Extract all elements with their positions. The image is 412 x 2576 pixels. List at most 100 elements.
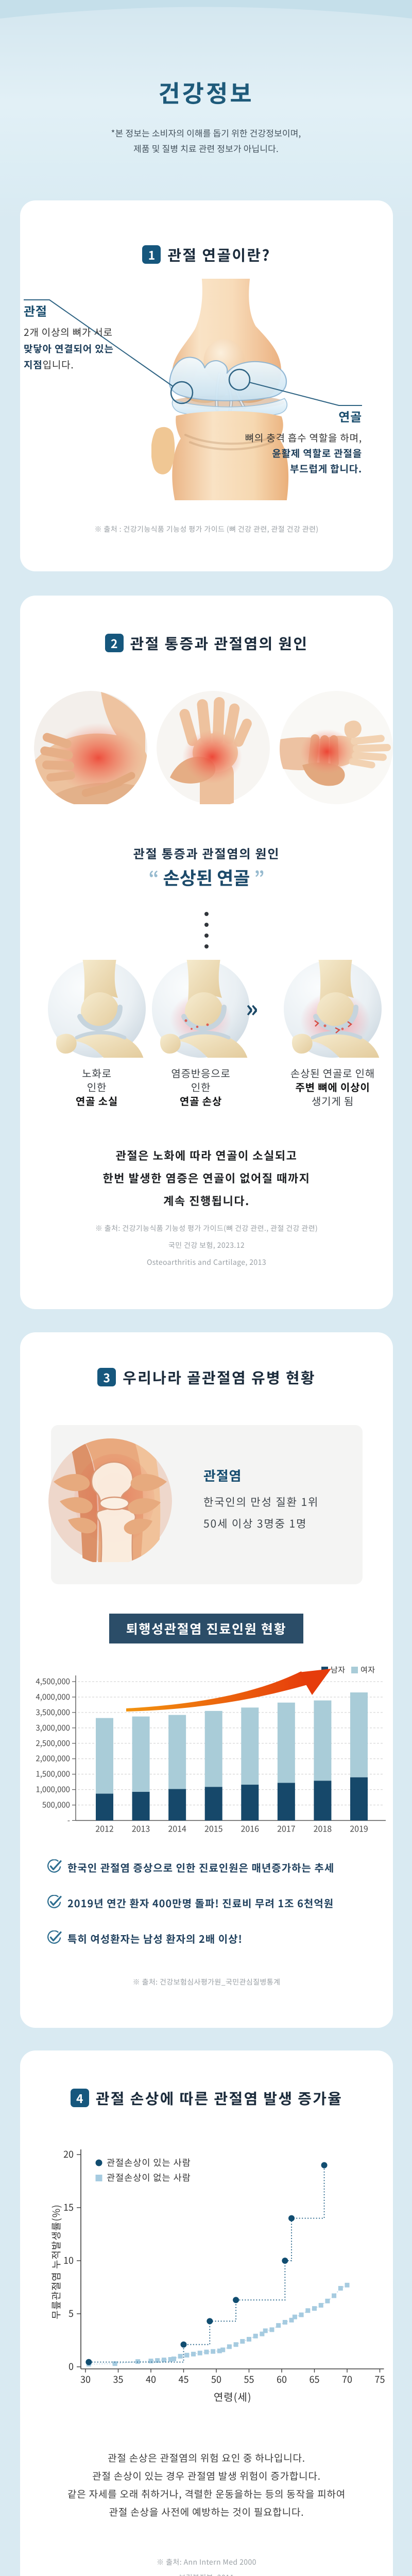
section-3-heading: 3 우리나라 골관절염 유병 현황: [20, 1366, 393, 1388]
stat-point-2: 2019년 연간 환자 400만명 돌파! 진료비 무려 1조 6천억원: [46, 1895, 334, 1910]
svg-text:5: 5: [68, 2307, 74, 2320]
stage-3-caption-line-1: 손상된 연골로 인해: [290, 1065, 375, 1080]
svg-text:60: 60: [277, 2372, 287, 2386]
svg-text:2013: 2013: [132, 1822, 150, 1835]
card-osteoarthritis-status: 3 우리나라 골관절염 유병 현황 관절염 한국인의 만성 질환 1위 50세 …: [20, 1332, 393, 2028]
cartilage-label: 연골: [338, 407, 362, 425]
source-line-1: ※ 출처: Ann Intern Med 2000: [157, 2557, 256, 2567]
joint-description: 2개 이상의 뼈가 서로 맞닿아 연결되어 있는 지점입니다.: [24, 324, 114, 373]
check-icon: [47, 1895, 62, 1908]
treatment-bar-chart: - 500,000 1,000,000 1,500,000 2,000,000 2,500…: [20, 1662, 393, 1842]
joint-desc-line-1: 2개 이상의 뼈가 서로: [24, 325, 113, 339]
injury-desc-line-4: 관절 손상을 사전에 예방하는 것이 필요합니다.: [109, 2505, 304, 2519]
open-quote-decoration: “: [148, 864, 159, 890]
stat-point-3-label: 특히 여성환자는 남성 환자의 2배 이상!: [67, 1930, 243, 1946]
dot: [204, 934, 209, 938]
stage-1-caption-line-2: 인한: [87, 1079, 107, 1094]
svg-text:70: 70: [342, 2372, 352, 2386]
source-note-2: ※ 출처: 건강기능식품 기능성 평가 가이드(뼈 건강 관련., 관절 건강 …: [20, 1220, 393, 1271]
svg-text:2016: 2016: [241, 1822, 260, 1835]
stage-3-caption-line-2: 주변 뼈에 이상이: [295, 1079, 370, 1094]
dot: [204, 912, 209, 916]
stage-aging-loss: 노화로 인한 연골 소실: [48, 960, 146, 1108]
svg-text:무릎관절염 누적발생률(%): 무릎관절염 누적발생률(%): [49, 2204, 63, 2319]
arthritis-info-box: 관절염 한국인의 만성 질환 1위 50세 이상 3명중 1명: [48, 1425, 363, 1584]
svg-text:관절손상이 없는 사람: 관절손상이 없는 사람: [107, 2171, 191, 2184]
stat-point-1-label: 한국인 관절염 증상으로 인한 진료인원은 매년증가하는 추세: [67, 1859, 335, 1875]
stage-caption-1: 노화로 인한 연골 소실: [48, 1066, 146, 1108]
stage-1-caption-line-3: 연골 소실: [75, 1093, 118, 1108]
svg-text:2,000,000: 2,000,000: [36, 1753, 70, 1764]
injury-desc-line-3: 같은 자세를 오래 취하거나, 격렬한 운동을하는 등의 동작을 피하여: [67, 2487, 346, 2501]
knee-stage-illustration-1: [48, 960, 146, 1058]
svg-text:65: 65: [310, 2372, 320, 2386]
injury-scatter-chart: 0 5 10 15 20 30 35 40 45 50 55 60 65 70 75 연령(세) 무릎관절염 누…: [20, 2138, 393, 2416]
knee-joint-illustration: [151, 279, 289, 500]
conclusion-line-3: 계속 진행됩니다.: [163, 1192, 250, 1209]
joint-desc-line-3: 지점입니다.: [24, 358, 74, 371]
dot: [204, 923, 209, 927]
arthritis-info-line2: 50세 이상 3명중 1명: [203, 1516, 307, 1531]
damaged-cartilage-highlight: “ 손상된 연골 ”: [20, 864, 393, 890]
svg-text:45: 45: [179, 2372, 189, 2386]
stat-point-1: 한국인 관절염 증상으로 인한 진료인원은 매년증가하는 추세: [46, 1859, 334, 1875]
stat-point-3: 특히 여성환자는 남성 환자의 2배 이상!: [46, 1930, 243, 1946]
section-2-heading: 2 관절 통증과 관절염의 원인: [20, 632, 393, 654]
cartilage-desc-line-1: 뼈의 충격 흡수 역할을 하며,: [245, 431, 362, 445]
source-line-3: Osteoarthritis and Cartilage, 2013: [146, 1257, 267, 1267]
vertical-dots-decoration: [20, 912, 393, 955]
page-disclaimer: *본 정보는 소비자의 이해를 돕기 위한 건강정보이며, 제품 및 질병 치료…: [0, 125, 412, 156]
svg-text:10: 10: [63, 2253, 74, 2267]
photo-knee-pain-wrap: [34, 691, 147, 807]
photo-hand-pain-wrap: [157, 691, 270, 807]
page-title: 건강정보: [158, 75, 254, 109]
section-2-number-badge: 2: [105, 634, 124, 652]
svg-text:관절손상이 있는 사람: 관절손상이 있는 사람: [107, 2156, 191, 2169]
damaged-cartilage-text: 손상된 연골: [163, 864, 250, 890]
source-line-1: ※ 출처: 건강기능식품 기능성 평가 가이드(뼈 건강 관련., 관절 건강 …: [95, 1223, 318, 1233]
close-quote-decoration: ”: [254, 864, 265, 890]
card-what-is-cartilage: 1 관절 연골이란? 관절 2개 이상의 뼈가 서로 맞닿아 연결되어 있는 지…: [20, 200, 393, 571]
cause-subtitle: 관절 통증과 관절염의 원인: [133, 844, 280, 862]
svg-text:2018: 2018: [314, 1822, 332, 1835]
card-pain-causes: 2 관절 통증과 관절염의 원인 관절 통증과 관절염의 원인 “ 손상된 연골…: [20, 596, 393, 1309]
conclusion-line-2: 한번 발생한 염증은 연골이 없어질 때까지: [102, 1170, 311, 1186]
injury-desc-line-1: 관절 손상은 관절염의 위험 요인 중 하나입니다.: [108, 2451, 305, 2465]
section-1-heading: 1 관절 연골이란?: [20, 244, 393, 265]
cartilage-desc-line-2: 윤활제 역할로 관절을: [272, 446, 362, 460]
section-2-title: 관절 통증과 관절염의 원인: [130, 632, 308, 654]
svg-text:1,500,000: 1,500,000: [36, 1769, 70, 1780]
photo-wrist-pain-wrap: [280, 691, 393, 807]
knee-stage-illustration-2: [152, 960, 250, 1058]
section-3-number-badge: 3: [97, 1368, 116, 1386]
svg-text:남자: 남자: [331, 1665, 346, 1675]
conclusion-line-1: 관절은 노화에 따라 연골이 소실되고: [115, 1147, 298, 1163]
photo-arthritis-wrap: [48, 1438, 172, 1565]
header-arc-decoration: [0, 0, 412, 19]
stage-caption-3: 손상된 연골로 인해 주변 뼈에 이상이 생기게 됨: [284, 1066, 382, 1108]
svg-text:2017: 2017: [277, 1822, 296, 1835]
svg-text:75: 75: [375, 2372, 385, 2386]
disclaimer-line-2: 제품 및 질병 치료 관련 정보가 아닙니다.: [133, 142, 279, 155]
section-4-title: 관절 손상에 따른 관절염 발생 증가율: [95, 2087, 343, 2109]
section-1-number-badge: 1: [142, 245, 161, 264]
svg-text:2,500,000: 2,500,000: [36, 1738, 70, 1749]
svg-text:3,000,000: 3,000,000: [36, 1722, 70, 1733]
chart-title-ribbon: 퇴행성관절염 진료인원 현황: [109, 1614, 303, 1643]
svg-text:500,000: 500,000: [42, 1800, 70, 1810]
joint-label: 관절: [24, 301, 47, 319]
stage-caption-2: 염증반응으로 인한 연골 손상: [152, 1066, 250, 1108]
stage-3-caption-line-3: 생기게 됨: [311, 1093, 354, 1108]
chevron-arrow-icon: »: [246, 990, 259, 1024]
section-4-heading: 4 관절 손상에 따른 관절염 발생 증가율: [20, 2087, 393, 2109]
svg-text:2019: 2019: [350, 1822, 368, 1835]
svg-text:2012: 2012: [95, 1822, 114, 1835]
svg-text:50: 50: [211, 2372, 221, 2386]
injury-desc-line-2: 관절 손상이 있는 경우 관절염 발생 위험이 증가합니다.: [92, 2469, 321, 2483]
stage-2-caption-line-3: 연골 손상: [179, 1093, 222, 1108]
cartilage-conclusion: 관절은 노화에 따라 연골이 소실되고 한번 발생한 염증은 연골이 없어질 때…: [20, 1144, 393, 1212]
cartilage-description: 뼈의 충격 흡수 역할을 하며, 윤활제 역할로 관절을 부드럽게 합니다.: [245, 430, 362, 477]
joint-desc-line-2: 맞닿아 연결되어 있는: [24, 341, 114, 355]
photo-knee-pain: [34, 691, 147, 805]
stage-2-caption-line-2: 인한: [191, 1079, 211, 1094]
